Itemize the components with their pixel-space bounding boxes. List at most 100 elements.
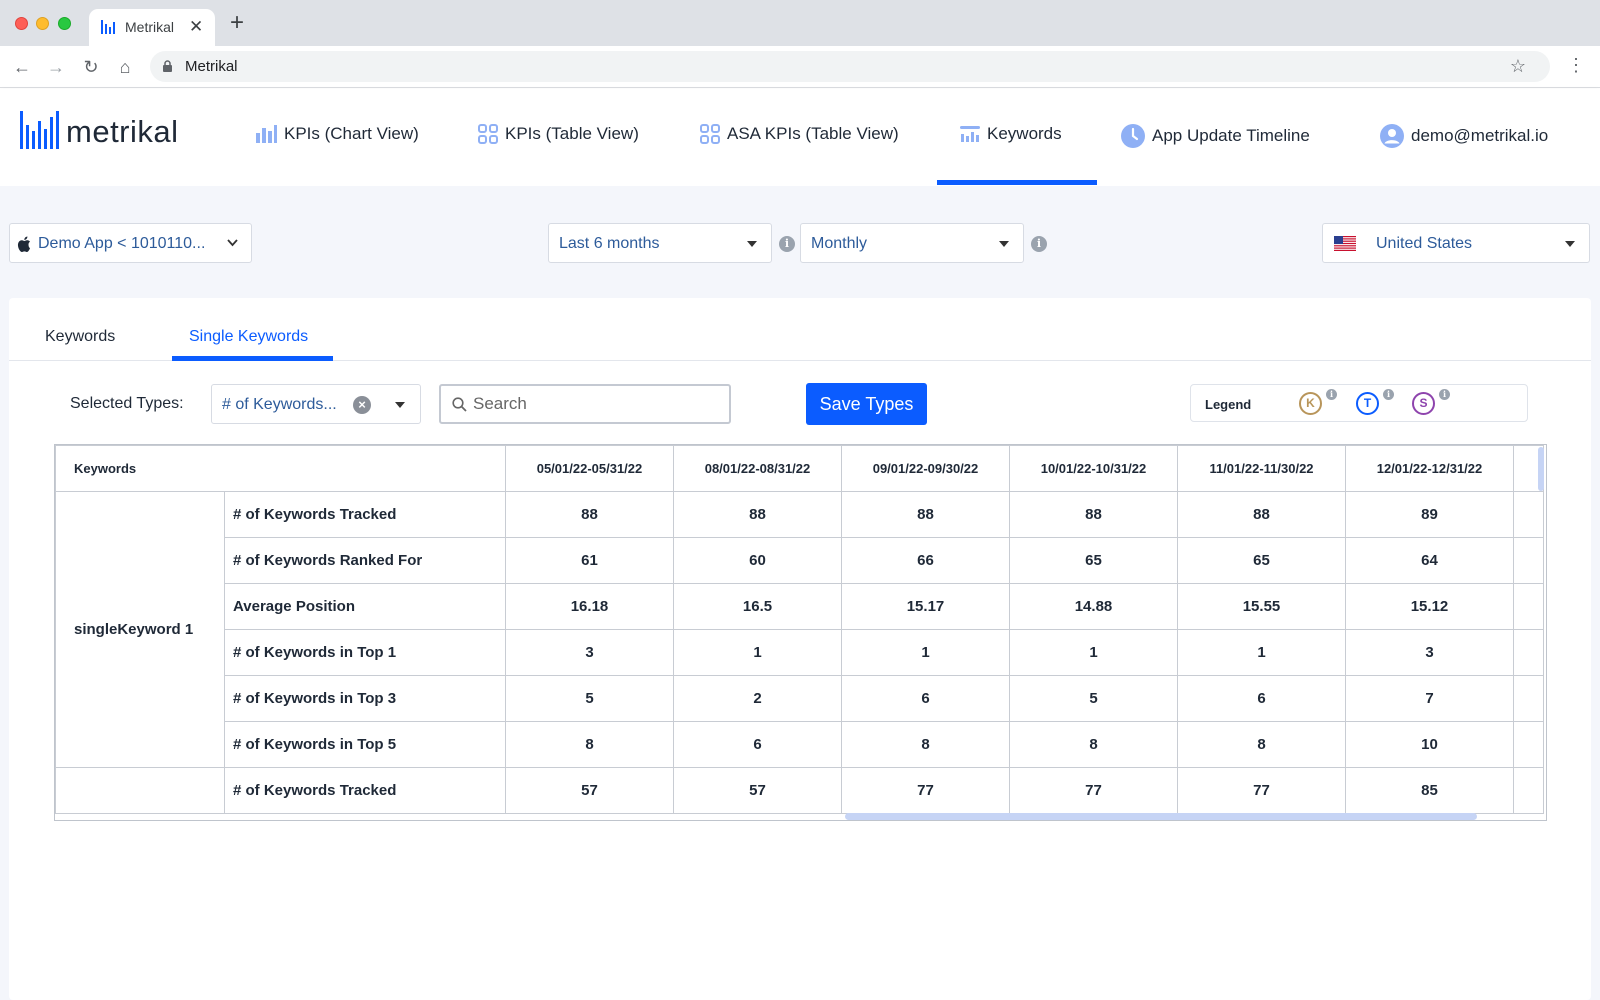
period-select[interactable]: Last 6 months [548, 223, 772, 263]
legend-k-info-icon[interactable]: i [1326, 389, 1337, 400]
content-tabs: Keywords Single Keywords [9, 298, 1591, 361]
nav-kpis-chart-view[interactable]: KPIs (Chart View) [255, 124, 419, 144]
keywords-table: Keywords 05/01/22-05/31/22 08/01/22-08/3… [55, 445, 1544, 814]
save-types-button[interactable]: Save Types [806, 383, 927, 425]
table-header-row: Keywords 05/01/22-05/31/22 08/01/22-08/3… [55, 445, 1544, 492]
nav-label: ASA KPIs (Table View) [727, 124, 899, 143]
value-cell: 57 [505, 767, 674, 814]
nav-keywords[interactable]: Keywords [960, 124, 1062, 144]
granularity-info-icon[interactable]: i [1031, 236, 1047, 252]
close-window-button[interactable] [15, 17, 28, 30]
overflow-cell [1513, 629, 1544, 676]
metric-cell: Average Position [224, 583, 506, 630]
clear-selection-icon[interactable]: × [353, 396, 371, 414]
app-select[interactable]: Demo App < 1010110... [9, 223, 252, 263]
value-cell: 2 [673, 675, 842, 722]
forward-arrow-icon[interactable]: → [47, 57, 65, 77]
keyword-name-cell [55, 767, 225, 814]
reload-icon[interactable]: ↻ [83, 57, 99, 77]
overflow-cell [1513, 537, 1544, 584]
bar-chart-icon [256, 125, 277, 143]
back-arrow-icon[interactable]: ← [13, 57, 31, 77]
value-cell: 88 [505, 491, 674, 538]
column-header-date: 09/01/22-09/30/22 [841, 445, 1010, 492]
logo-text: metrikal [66, 114, 179, 149]
value-cell: 10 [1345, 721, 1514, 768]
vertical-scrollbar[interactable] [1538, 447, 1544, 491]
browser-tab[interactable]: Metrikal ✕ [89, 9, 215, 46]
value-cell: 88 [673, 491, 842, 538]
nav-user-account[interactable]: demo@metrikal.io [1380, 124, 1548, 148]
url-text: Metrikal [185, 58, 238, 75]
granularity-select[interactable]: Monthly [800, 223, 1024, 263]
value-cell: 57 [673, 767, 842, 814]
us-flag-icon [1334, 236, 1356, 251]
column-header-date: 05/01/22-05/31/22 [505, 445, 674, 492]
legend-title: Legend [1205, 397, 1252, 412]
nav-asa-kpis-table-view[interactable]: ASA KPIs (Table View) [700, 124, 899, 144]
address-bar[interactable]: Metrikal ☆ [150, 51, 1550, 82]
overflow-cell [1513, 675, 1544, 722]
value-cell: 7 [1345, 675, 1514, 722]
value-cell: 8 [841, 721, 1010, 768]
tab-keywords[interactable]: Keywords [45, 328, 116, 345]
metric-cell: # of Keywords in Top 5 [224, 721, 506, 768]
country-select[interactable]: United States [1322, 223, 1590, 263]
legend-s-info-icon[interactable]: i [1439, 389, 1450, 400]
legend-panel: Legend K i T i S i [1190, 384, 1528, 422]
table-row: singleKeyword 1 # of Keywords Tracked 88… [55, 491, 1544, 768]
value-cell: 1 [1009, 629, 1178, 676]
nav-app-update-timeline[interactable]: App Update Timeline [1121, 124, 1310, 148]
selected-types-select[interactable]: # of Keywords... × [211, 384, 421, 424]
value-cell: 8 [1177, 721, 1346, 768]
home-icon[interactable]: ⌂ [119, 57, 131, 77]
browser-menu-icon[interactable]: ⋮ [1567, 55, 1585, 75]
nav-label: KPIs (Table View) [505, 124, 639, 143]
metrikal-logo[interactable]: metrikal [20, 111, 179, 149]
value-cell: 15.12 [1345, 583, 1514, 630]
caret-down-icon[interactable] [395, 402, 405, 408]
value-cell: 14.88 [1009, 583, 1178, 630]
user-icon [1380, 124, 1404, 148]
column-header-date: 12/01/22-12/31/22 [1345, 445, 1514, 492]
tab-single-keywords[interactable]: Single Keywords [189, 328, 309, 345]
bookmark-star-icon[interactable]: ☆ [1509, 56, 1526, 76]
value-cell: 88 [1177, 491, 1346, 538]
grid-icon [478, 124, 498, 144]
table-row: # of Keywords Tracked 57 57 77 77 77 85 [55, 767, 1544, 814]
value-cell: 61 [505, 537, 674, 584]
nav-kpis-table-view[interactable]: KPIs (Table View) [478, 124, 639, 144]
metric-cell: # of Keywords Tracked [224, 491, 506, 538]
nav-label: demo@metrikal.io [1411, 126, 1549, 145]
value-cell: 3 [1345, 629, 1514, 676]
nav-label: App Update Timeline [1152, 126, 1310, 145]
table-row: Average Position 16.18 16.5 15.17 14.88 … [56, 583, 1544, 630]
legend-k-badge: K [1299, 392, 1322, 415]
value-cell: 8 [505, 721, 674, 768]
legend-t-info-icon[interactable]: i [1383, 389, 1394, 400]
maximize-window-button[interactable] [58, 17, 71, 30]
search-input[interactable] [473, 392, 713, 416]
selected-types-value: # of Keywords... [222, 396, 337, 413]
period-info-icon[interactable]: i [779, 236, 795, 252]
metric-cell: # of Keywords Ranked For [224, 537, 506, 584]
value-cell: 85 [1345, 767, 1514, 814]
keywords-table-container[interactable]: Keywords 05/01/22-05/31/22 08/01/22-08/3… [54, 444, 1547, 821]
minimize-window-button[interactable] [36, 17, 49, 30]
value-cell: 3 [505, 629, 674, 676]
search-field[interactable] [439, 384, 731, 424]
close-tab-icon[interactable]: ✕ [189, 17, 204, 36]
value-cell: 66 [841, 537, 1010, 584]
column-header-date: 11/01/22-11/30/22 [1177, 445, 1346, 492]
value-cell: 1 [673, 629, 842, 676]
value-cell: 6 [1177, 675, 1346, 722]
column-header-date: 08/01/22-08/31/22 [673, 445, 842, 492]
value-cell: 65 [1177, 537, 1346, 584]
horizontal-scrollbar[interactable] [845, 813, 1477, 820]
value-cell: 6 [673, 721, 842, 768]
legend-t-badge: T [1356, 392, 1379, 415]
value-cell: 88 [1009, 491, 1178, 538]
value-cell: 16.5 [673, 583, 842, 630]
app-header: metrikal KPIs (Chart View) KPIs (Table V… [0, 89, 1600, 186]
new-tab-button[interactable]: + [230, 9, 245, 36]
